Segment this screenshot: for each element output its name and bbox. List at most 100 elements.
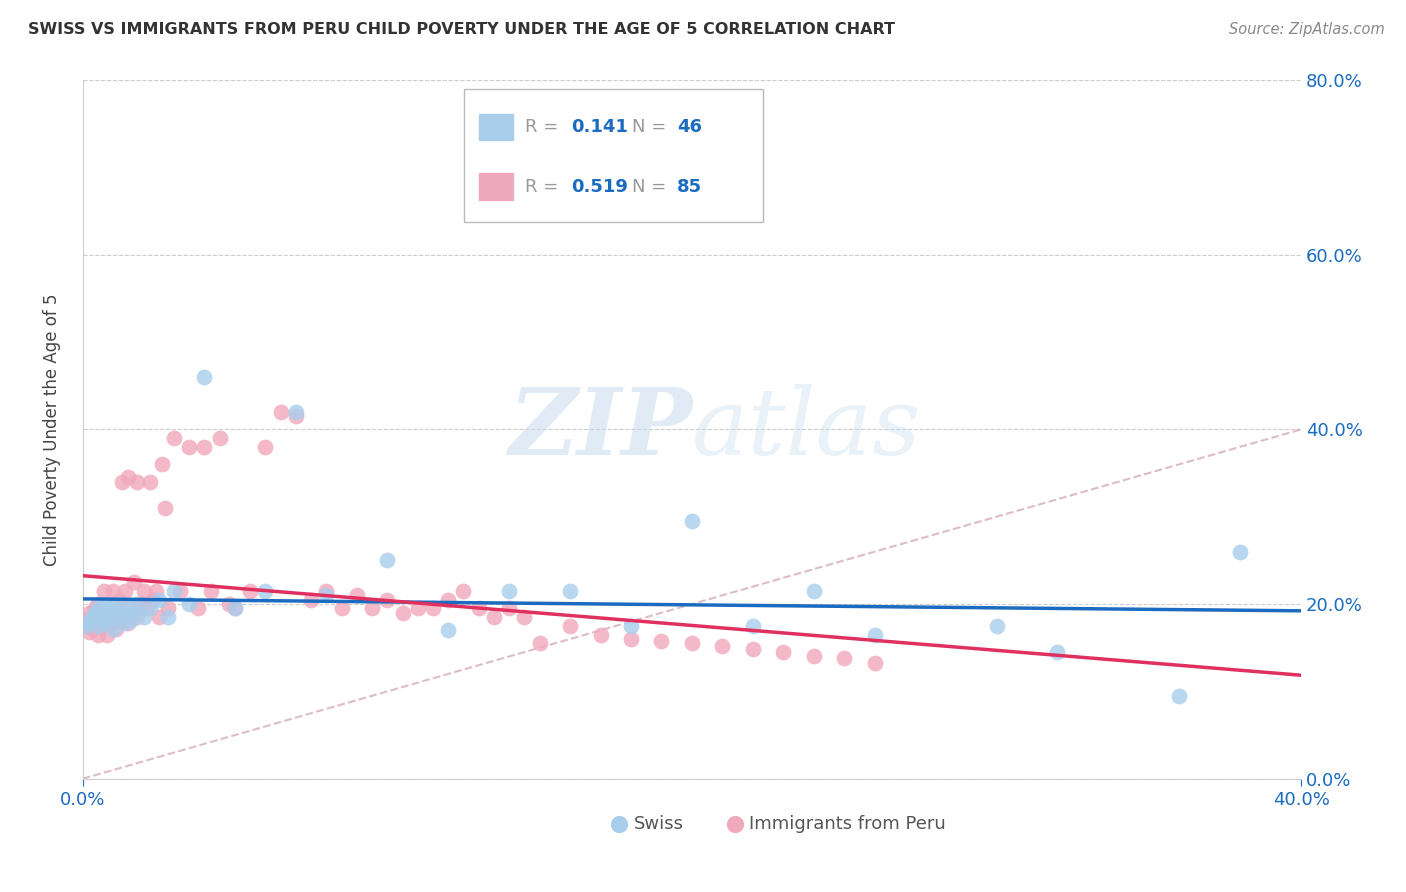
Point bbox=[375, 592, 398, 607]
Point bbox=[270, 405, 292, 419]
Text: SWISS VS IMMIGRANTS FROM PERU CHILD POVERTY UNDER THE AGE OF 5 CORRELATION CHART: SWISS VS IMMIGRANTS FROM PERU CHILD POVE… bbox=[28, 22, 896, 37]
Point bbox=[83, 616, 105, 631]
Point bbox=[132, 584, 155, 599]
Point bbox=[111, 475, 134, 489]
Point bbox=[108, 597, 131, 611]
Point bbox=[96, 627, 118, 641]
Point bbox=[80, 610, 103, 624]
Point bbox=[101, 584, 124, 599]
Point bbox=[299, 592, 322, 607]
Point bbox=[101, 601, 124, 615]
Point bbox=[124, 606, 146, 620]
Point bbox=[138, 601, 160, 615]
Point bbox=[101, 610, 124, 624]
FancyBboxPatch shape bbox=[464, 89, 762, 222]
Point bbox=[145, 584, 167, 599]
Point bbox=[117, 601, 139, 615]
Point bbox=[83, 606, 105, 620]
Point bbox=[129, 597, 152, 611]
Point bbox=[772, 645, 794, 659]
Point bbox=[98, 597, 121, 611]
Point bbox=[163, 584, 186, 599]
Point bbox=[120, 613, 142, 627]
Point bbox=[150, 458, 173, 472]
Point bbox=[741, 642, 763, 657]
Point bbox=[193, 440, 215, 454]
Point bbox=[75, 619, 97, 633]
Point bbox=[105, 601, 128, 615]
Point bbox=[467, 601, 489, 615]
Point bbox=[187, 601, 209, 615]
Point bbox=[87, 627, 110, 641]
Point bbox=[558, 619, 581, 633]
Point bbox=[254, 440, 277, 454]
Point bbox=[193, 370, 215, 384]
Point bbox=[83, 601, 105, 615]
Point bbox=[105, 610, 128, 624]
Text: Source: ZipAtlas.com: Source: ZipAtlas.com bbox=[1229, 22, 1385, 37]
Point bbox=[315, 584, 337, 599]
Point bbox=[117, 616, 139, 631]
Point bbox=[98, 616, 121, 631]
Point bbox=[148, 610, 170, 624]
Point bbox=[711, 639, 734, 653]
Point bbox=[156, 610, 179, 624]
Point bbox=[77, 606, 100, 620]
Point bbox=[138, 475, 160, 489]
Point bbox=[135, 601, 157, 615]
Point bbox=[75, 613, 97, 627]
Point bbox=[163, 431, 186, 445]
Text: Swiss: Swiss bbox=[634, 815, 683, 833]
Point bbox=[529, 636, 551, 650]
Point bbox=[482, 610, 505, 624]
Point bbox=[96, 610, 118, 624]
Point bbox=[224, 601, 246, 615]
Point bbox=[832, 651, 855, 665]
Point bbox=[142, 592, 165, 607]
Point bbox=[863, 627, 886, 641]
Text: atlas: atlas bbox=[692, 384, 921, 475]
Point bbox=[105, 622, 128, 636]
Point bbox=[437, 624, 460, 638]
Point bbox=[98, 607, 121, 622]
Point bbox=[361, 601, 384, 615]
Point bbox=[315, 588, 337, 602]
Point bbox=[87, 619, 110, 633]
Point bbox=[406, 601, 429, 615]
Point bbox=[208, 431, 231, 445]
Point bbox=[498, 601, 520, 615]
Text: N =: N = bbox=[633, 118, 666, 136]
Point bbox=[108, 592, 131, 607]
Point bbox=[179, 597, 201, 611]
Point bbox=[101, 622, 124, 636]
Bar bbox=[478, 114, 513, 140]
Point bbox=[589, 627, 612, 641]
Point bbox=[75, 619, 97, 633]
Text: 0.141: 0.141 bbox=[571, 118, 628, 136]
Point bbox=[108, 613, 131, 627]
Point bbox=[77, 625, 100, 640]
Point bbox=[681, 514, 703, 528]
Point bbox=[1046, 645, 1069, 659]
Point bbox=[127, 610, 149, 624]
Point bbox=[620, 632, 643, 646]
Point bbox=[513, 610, 536, 624]
Point bbox=[391, 606, 413, 620]
Point bbox=[114, 616, 136, 631]
Bar bbox=[478, 173, 513, 200]
Y-axis label: Child Poverty Under the Age of 5: Child Poverty Under the Age of 5 bbox=[44, 293, 60, 566]
Point bbox=[87, 601, 110, 615]
Point bbox=[127, 597, 149, 611]
Point bbox=[96, 601, 118, 615]
Point bbox=[218, 597, 240, 611]
Point bbox=[148, 592, 170, 607]
Point bbox=[346, 588, 368, 602]
Point bbox=[681, 636, 703, 650]
Point bbox=[803, 649, 825, 664]
Point bbox=[96, 613, 118, 627]
Point bbox=[453, 584, 475, 599]
Point bbox=[650, 633, 672, 648]
Text: ZIP: ZIP bbox=[508, 384, 692, 475]
Text: R =: R = bbox=[524, 118, 558, 136]
Text: Immigrants from Peru: Immigrants from Peru bbox=[749, 815, 946, 833]
